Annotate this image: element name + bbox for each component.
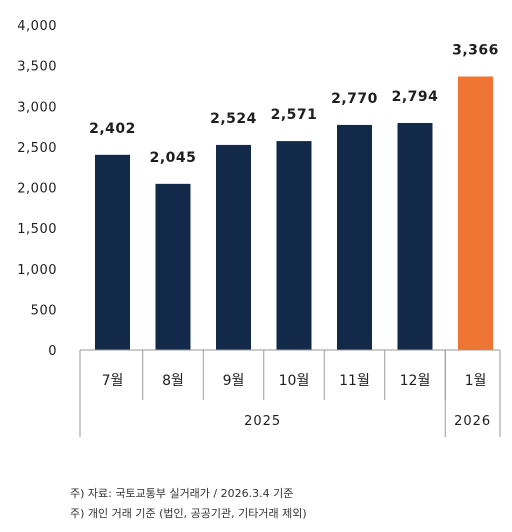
y-tick-label: 3,000 bbox=[17, 100, 57, 115]
footnote-basis: 주) 개인 거래 기준 (법인, 공공기관, 기타거래 제외) bbox=[70, 507, 307, 520]
category-label: 10월 bbox=[279, 373, 310, 389]
year-label: 2026 bbox=[454, 414, 491, 429]
bar bbox=[276, 141, 312, 350]
y-tick-label: 1,000 bbox=[17, 263, 57, 278]
data-label: 2,794 bbox=[392, 89, 439, 105]
data-label: 2,402 bbox=[89, 121, 136, 137]
y-tick-label: 0 bbox=[48, 344, 57, 359]
bar bbox=[155, 183, 191, 350]
y-tick-label: 2,000 bbox=[17, 182, 57, 197]
category-label: 1월 bbox=[465, 373, 487, 389]
bar bbox=[216, 144, 251, 350]
category-label: 9월 bbox=[223, 373, 245, 389]
data-label: 2,571 bbox=[271, 107, 318, 123]
y-tick-label: 3,500 bbox=[17, 60, 57, 75]
bar bbox=[458, 76, 493, 350]
y-tick-label: 1,500 bbox=[17, 222, 57, 237]
x-axis: 7월 8월 9월 10월 11월 12월 1월 2025 2026 bbox=[79, 349, 501, 437]
bar bbox=[397, 122, 433, 350]
data-label: 2,524 bbox=[210, 111, 257, 127]
category-label: 7월 bbox=[102, 373, 124, 389]
bar-chart: 05001,0001,5002,0002,5003,0003,5004,000 … bbox=[17, 19, 501, 437]
footnote-source: 주) 자료: 국토교통부 실거래가 / 2026.3.4 기준 bbox=[70, 487, 294, 500]
y-axis: 0 500 1,000 1,500 2,000 2,500 3,000 3,500 4,000 bbox=[17, 19, 57, 359]
y-tick-label: 500 bbox=[31, 303, 57, 318]
data-label: 2,770 bbox=[331, 91, 378, 107]
data-label: 2,045 bbox=[150, 150, 197, 166]
bar bbox=[337, 124, 372, 350]
bar bbox=[95, 154, 130, 350]
bars bbox=[95, 76, 493, 350]
footnotes: 주) 자료: 국토교통부 실거래가 / 2026.3.4 기준 주) 개인 거래… bbox=[70, 484, 307, 524]
y-tick-label: 2,500 bbox=[17, 141, 57, 156]
data-labels: 2,402 2,045 2,524 2,571 2,770 2,794 3,366 bbox=[89, 43, 499, 166]
category-label: 11월 bbox=[339, 373, 370, 389]
category-label: 8월 bbox=[162, 373, 184, 389]
y-tick-label: 4,000 bbox=[17, 19, 57, 34]
year-label: 2025 bbox=[244, 414, 281, 429]
category-label: 12월 bbox=[400, 373, 431, 389]
data-label: 3,366 bbox=[452, 43, 499, 59]
